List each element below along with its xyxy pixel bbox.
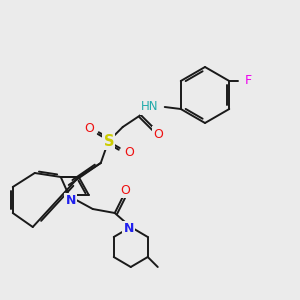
Text: F: F	[245, 74, 252, 88]
Text: HN: HN	[141, 100, 159, 113]
Text: N: N	[124, 223, 134, 236]
Text: O: O	[124, 146, 134, 160]
Text: N: N	[66, 194, 76, 208]
Text: O: O	[153, 128, 163, 140]
Text: O: O	[84, 122, 94, 136]
Text: S: S	[103, 134, 114, 148]
Text: O: O	[120, 184, 130, 196]
